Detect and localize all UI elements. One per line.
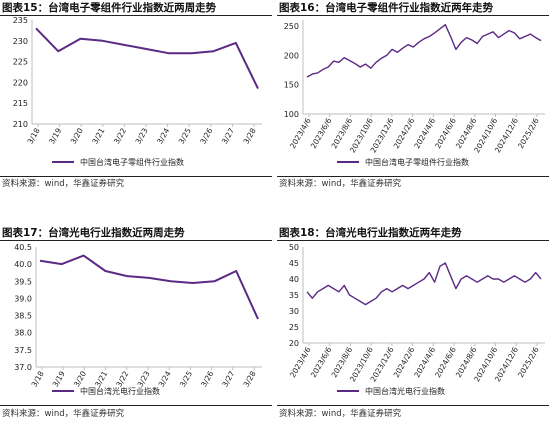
x-tick-label: 3/25 (177, 126, 193, 145)
legend-label: 中国台湾电子零组件行业指数 (365, 157, 469, 167)
x-tick-label: 3/21 (90, 126, 106, 145)
source-rule (277, 405, 549, 406)
title-rule (277, 240, 549, 241)
x-tick-label: 3/18 (26, 126, 42, 145)
x-tick-label: 3/23 (136, 369, 152, 388)
chart-title: 图表17：台湾光电行业指数近两周走势 (2, 227, 185, 239)
y-tick-label: 37.0 (14, 363, 32, 372)
x-tick-label: 3/22 (112, 126, 128, 145)
line-chart: 37.0 37.5 38.0 38.5 39.0 39.5 40.0 40.5 3/18 3/19… (14, 243, 262, 396)
x-tick-label: 3/19 (51, 369, 67, 388)
y-tick-label: 35 (289, 291, 299, 300)
y-tick-label: 30 (289, 307, 299, 316)
source-rule (277, 176, 549, 177)
x-tick-label: 3/27 (220, 126, 236, 145)
line-chart: 210 215 220 225 230 235 3/18 3/19 3/20 3/21 3/22 3/… (13, 16, 262, 167)
x-tick-label: 3/20 (69, 126, 85, 145)
y-tick-label: 250 (284, 22, 299, 31)
y-tick-label: 38.0 (14, 329, 32, 338)
x-tick-label: 2025/2/6 (516, 345, 541, 379)
x-tick-label: 3/26 (198, 126, 214, 145)
x-tick-label: 3/24 (155, 126, 171, 145)
chart-panel-18: 图表18：台湾光电行业指数近两年走势 20 25 30 35 40 45 50 2023/4/… (277, 225, 549, 422)
source-note: 资料来源：wind，华鑫证券研究 (279, 409, 402, 419)
x-tick-label: 3/22 (114, 369, 130, 388)
y-tick-label: 100 (284, 110, 299, 119)
y-tick-label: 25 (289, 323, 299, 332)
y-tick-label: 40.5 (14, 243, 32, 252)
line-chart: 202530354045502023/4/62023/6/62023/8/620… (288, 243, 545, 396)
chart-panel-17: 图表17：台湾光电行业指数近两周走势 37.0 37.5 38.0 38.5 39.0 3… (0, 225, 272, 422)
chart-title: 图表18：台湾光电行业指数近两年走势 (279, 227, 462, 239)
series-line (306, 262, 542, 306)
y-tick-label: 37.5 (14, 346, 32, 355)
y-tick-label: 40 (289, 275, 299, 284)
y-tick-label: 45 (289, 259, 299, 268)
series-line (306, 23, 542, 78)
x-tick-label: 3/21 (93, 369, 109, 388)
source-note: 资料来源：wind，华鑫证券研究 (2, 179, 125, 189)
series-line (39, 254, 259, 320)
y-tick-label: 50 (289, 243, 299, 252)
line-chart: 1001502002502023/4/62023/6/62023/8/62023… (284, 20, 545, 167)
x-tick-label: 3/27 (220, 369, 236, 388)
chart-panel-15: 图表15：台湾电子零组件行业指数近两周走势 210 215 220 225 230 235… (0, 0, 272, 192)
x-tick-label: 3/20 (72, 369, 88, 388)
x-tick-label: 3/28 (242, 126, 258, 145)
source-rule (0, 405, 272, 406)
chart-title: 图表16：台湾电子零组件行业指数近两年走势 (279, 2, 494, 14)
title-rule (277, 15, 549, 16)
title-rule (0, 15, 272, 16)
y-tick-label: 150 (284, 81, 299, 90)
x-tick-label: 2025/2/6 (516, 116, 541, 150)
y-tick-label: 39.0 (14, 294, 32, 303)
x-tick-label: 3/25 (178, 369, 194, 388)
y-tick-label: 230 (13, 37, 28, 46)
y-tick-label: 39.5 (14, 277, 32, 286)
chart-panel-16: 图表16：台湾电子零组件行业指数近两年走势 100 150 200 250 2023/4… (277, 0, 549, 192)
x-tick-label: 3/23 (134, 126, 150, 145)
y-tick-label: 225 (13, 58, 28, 67)
y-tick-label: 215 (13, 99, 28, 108)
y-tick-label: 20 (289, 339, 299, 348)
x-tick-label: 3/24 (157, 369, 173, 388)
y-tick-label: 210 (13, 120, 28, 129)
y-tick-label: 200 (284, 51, 299, 60)
source-note: 资料来源：wind，华鑫证券研究 (2, 409, 125, 419)
x-tick-label: 3/18 (30, 369, 46, 388)
chart-title: 图表15：台湾电子零组件行业指数近两周走势 (2, 2, 217, 14)
x-tick-label: 3/19 (47, 126, 63, 145)
source-note: 资料来源：wind，华鑫证券研究 (279, 179, 402, 189)
series-line (35, 27, 259, 90)
y-tick-label: 38.5 (14, 312, 32, 321)
x-tick-label: 3/26 (199, 369, 215, 388)
x-tick-label: 3/28 (242, 369, 258, 388)
legend-label: 中国台湾光电行业指数 (80, 386, 160, 396)
y-tick-label: 220 (13, 78, 28, 87)
legend-label: 中国台湾电子零组件行业指数 (80, 157, 184, 167)
source-rule (0, 176, 272, 177)
y-tick-label: 40.0 (14, 260, 32, 269)
title-rule (0, 240, 272, 241)
y-tick-label: 235 (13, 16, 28, 25)
legend-label: 中国台湾光电行业指数 (365, 386, 445, 396)
